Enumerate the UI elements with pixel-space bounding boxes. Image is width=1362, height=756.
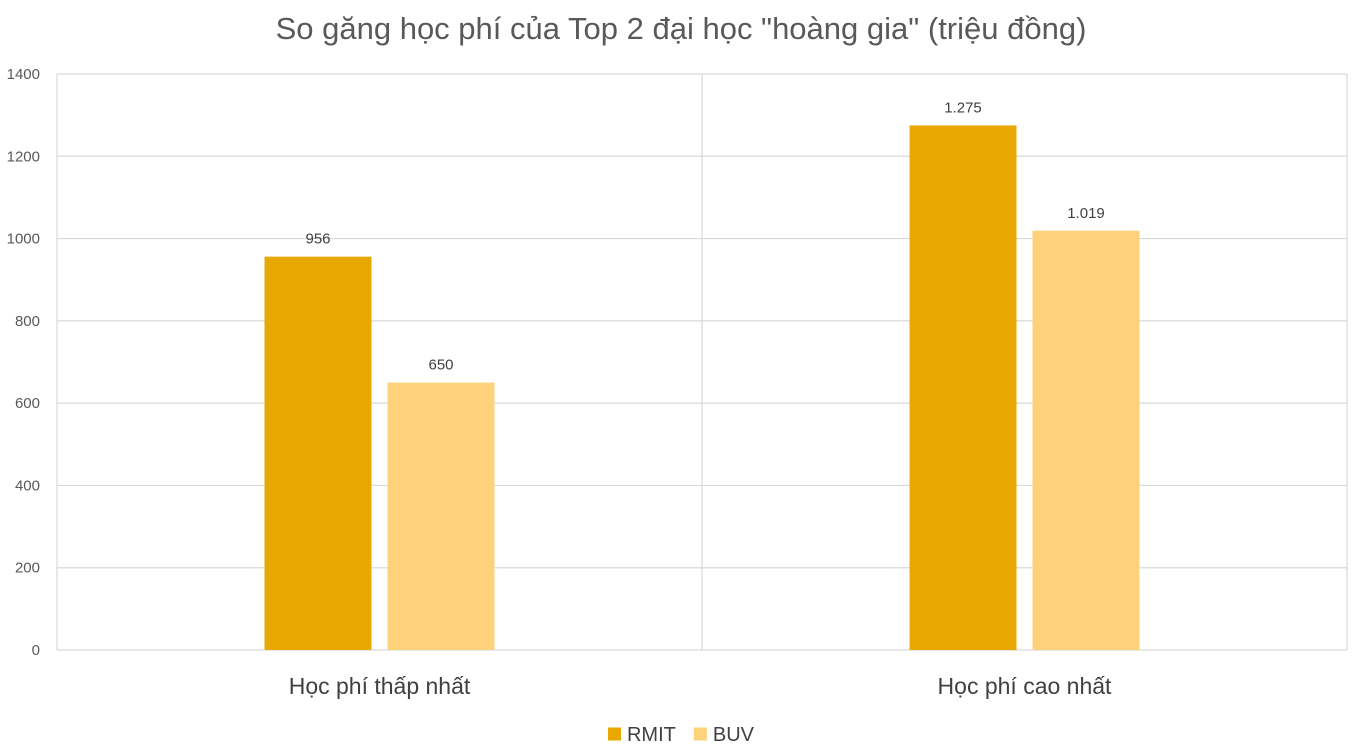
bar-rmit-0 xyxy=(264,256,372,650)
chart-title: So găng học phí của Top 2 đại học "hoàng… xyxy=(276,11,1087,46)
data-labels: 956 650 1.275 1.019 xyxy=(305,99,1104,373)
bars xyxy=(264,125,1140,651)
bar-buv-0 xyxy=(387,382,495,650)
y-axis-ticks: 0 200 400 600 800 1000 1200 1400 xyxy=(7,66,40,659)
gridlines xyxy=(56,73,1348,651)
legend-label: BUV xyxy=(713,724,755,746)
bar-buv-1 xyxy=(1032,230,1140,651)
y-tick-label: 1400 xyxy=(7,66,40,83)
y-tick-label: 200 xyxy=(15,560,40,577)
x-tick-label: Học phí cao nhất xyxy=(938,673,1113,699)
data-label: 1.275 xyxy=(944,99,982,116)
data-label: 956 xyxy=(305,231,330,248)
y-tick-label: 1000 xyxy=(7,231,40,248)
y-tick-label: 400 xyxy=(15,477,40,494)
y-tick-label: 600 xyxy=(15,395,40,412)
legend-swatch-buv xyxy=(693,727,707,741)
legend-swatch-rmit xyxy=(607,727,621,741)
data-label: 650 xyxy=(428,357,453,374)
bar-rmit-1 xyxy=(909,125,1017,650)
legend-label: RMIT xyxy=(627,724,676,746)
legend: RMIT BUV xyxy=(607,724,755,746)
y-tick-label: 800 xyxy=(15,313,40,330)
x-tick-label: Học phí thấp nhất xyxy=(289,673,471,699)
data-label: 1.019 xyxy=(1067,205,1105,222)
y-tick-label: 0 xyxy=(32,642,40,659)
x-axis-ticks: Học phí thấp nhất Học phí cao nhất xyxy=(289,673,1112,699)
y-tick-label: 1200 xyxy=(7,148,40,165)
